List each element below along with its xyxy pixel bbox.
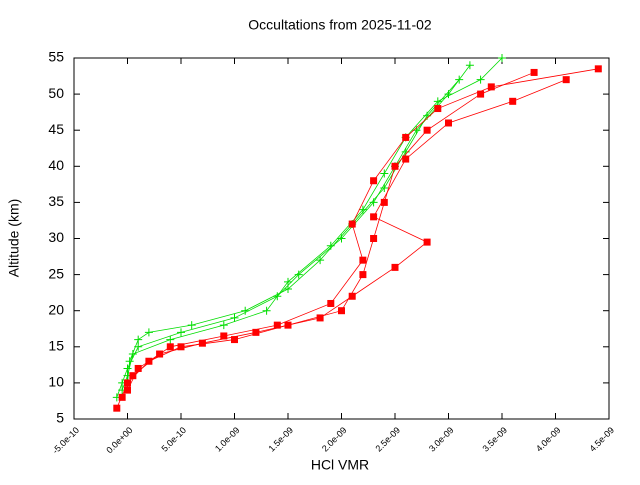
point	[144, 328, 153, 337]
point	[316, 314, 324, 322]
y-tick-label: 5	[56, 410, 64, 426]
point	[348, 220, 356, 228]
point	[219, 321, 228, 330]
point	[359, 256, 367, 264]
point	[252, 328, 260, 336]
profile-line	[121, 79, 567, 398]
point	[380, 183, 389, 192]
point	[177, 328, 185, 337]
point	[476, 75, 485, 84]
point	[166, 343, 174, 351]
point	[370, 213, 378, 221]
point	[562, 76, 570, 84]
y-tick-label: 25	[48, 265, 64, 281]
y-tick-label: 15	[48, 338, 64, 354]
point	[134, 335, 143, 344]
point	[380, 169, 389, 178]
point	[327, 299, 335, 307]
point	[423, 126, 431, 134]
point	[284, 285, 292, 294]
point	[391, 162, 399, 170]
point	[359, 271, 367, 279]
point	[220, 332, 228, 340]
point	[284, 277, 292, 286]
point	[594, 65, 602, 73]
point	[477, 90, 485, 98]
point	[530, 68, 538, 76]
point	[198, 339, 206, 347]
point	[177, 343, 185, 351]
point	[166, 335, 175, 344]
point	[498, 54, 506, 62]
point	[402, 155, 410, 163]
point	[129, 372, 137, 380]
y-tick-label: 10	[48, 374, 64, 390]
point	[230, 313, 239, 322]
point	[402, 133, 410, 141]
y-tick-label: 30	[48, 229, 64, 245]
point	[348, 292, 356, 300]
point	[134, 364, 142, 372]
point	[338, 307, 345, 315]
point	[241, 306, 250, 315]
y-axis-label: Altitude (km)	[6, 199, 22, 278]
point	[118, 393, 126, 401]
point	[123, 364, 132, 373]
point	[391, 263, 399, 271]
point	[273, 321, 281, 329]
point	[231, 336, 238, 344]
point	[487, 83, 495, 91]
point	[124, 386, 131, 394]
y-tick-label: 55	[48, 49, 64, 65]
y-tick-label: 50	[48, 85, 64, 101]
y-tick-label: 40	[48, 157, 64, 173]
point	[434, 105, 442, 113]
point	[509, 97, 517, 105]
point	[380, 198, 388, 206]
point	[187, 321, 196, 330]
point	[423, 238, 431, 246]
chart-title: Occultations from 2025-11-02	[248, 17, 432, 33]
point	[124, 379, 131, 387]
point	[455, 75, 464, 84]
point	[445, 119, 452, 127]
point	[125, 357, 134, 366]
point	[370, 177, 378, 185]
point	[113, 404, 121, 412]
point	[262, 306, 271, 315]
profile-line	[121, 57, 503, 391]
y-tick-label: 45	[48, 121, 64, 137]
point	[316, 256, 325, 265]
point	[465, 61, 474, 70]
y-tick-label: 35	[48, 193, 64, 209]
y-tick-label: 20	[48, 301, 64, 317]
x-axis-label: HCl VMR	[311, 457, 369, 473]
point	[370, 235, 378, 242]
